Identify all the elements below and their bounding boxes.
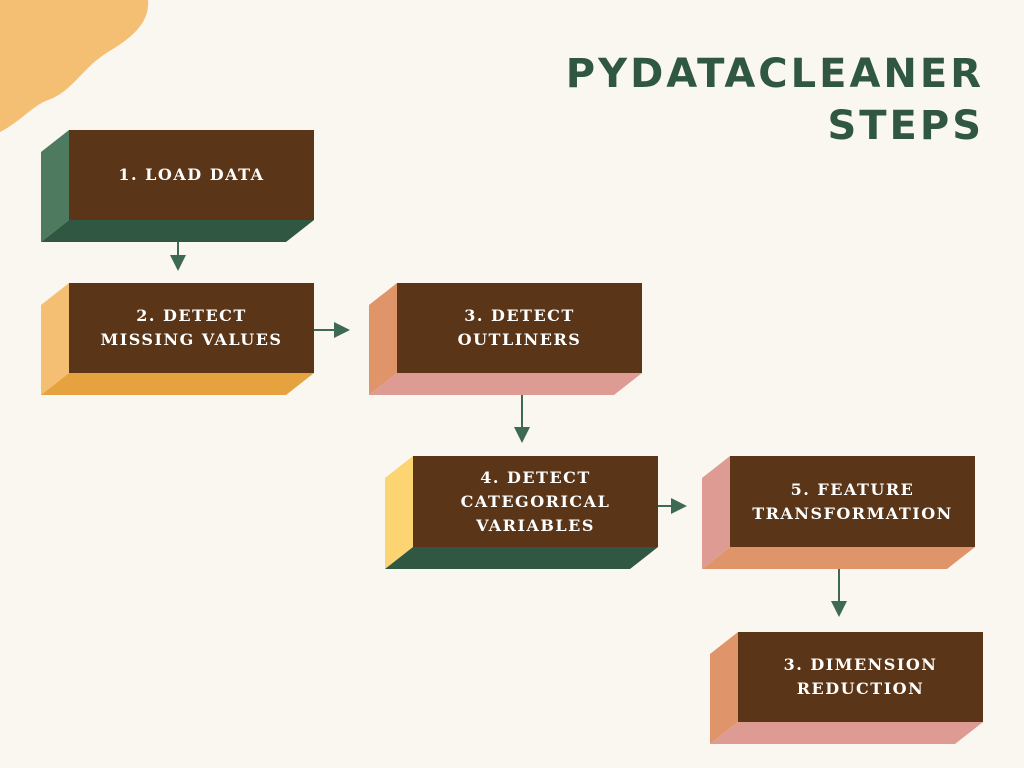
step-4-line-3: VARIABLES — [476, 515, 595, 535]
step-5-bottom — [702, 547, 975, 569]
step-3-bottom — [369, 373, 642, 395]
page-title: PYDATACLEANER STEPS — [566, 48, 984, 152]
step-6-side — [710, 632, 738, 744]
step-5-side — [702, 456, 730, 569]
step-5-line-1: 5. FEATURE — [790, 479, 915, 499]
step-1-bottom — [41, 220, 314, 242]
step-3-line-2: OUTLINERS — [457, 330, 582, 349]
step-2-bottom — [41, 373, 314, 395]
step-box-6 — [710, 632, 983, 744]
step-1-side — [41, 130, 69, 242]
step-4-line-1: 4. DETECT — [480, 467, 591, 487]
step-2-line-1: 2. DETECT — [136, 306, 247, 325]
step-6-line-1: 3. DIMENSION — [783, 655, 938, 674]
title-line-1: PYDATACLEANER — [565, 51, 984, 97]
step-label-2: 2. DETECT MISSING VALUES — [69, 283, 314, 373]
step-1-front — [69, 130, 314, 220]
step-label-3: 3. DETECT OUTLINERS — [397, 283, 642, 373]
step-label-5: 5. FEATURE TRANSFORMATION — [730, 456, 975, 547]
step-label-6: 3. DIMENSION REDUCTION — [738, 632, 983, 722]
step-box-1 — [41, 130, 314, 242]
step-4-line-2: CATEGORICAL — [460, 491, 611, 511]
step-3-line-1: 3. DETECT — [464, 306, 575, 325]
step-box-5 — [702, 456, 975, 569]
step-label-4: 4. DETECT CATEGORICAL VARIABLES — [413, 456, 658, 547]
step-5-line-2: TRANSFORMATION — [752, 503, 953, 523]
step-box-3 — [369, 283, 642, 395]
step-2-side — [41, 283, 69, 395]
step-4-side — [385, 456, 413, 569]
step-3-side — [369, 283, 397, 395]
step-1-line-1: 1. LOAD DATA — [118, 165, 265, 184]
step-4-front — [413, 456, 658, 547]
title-line-2: STEPS — [827, 103, 984, 149]
step-3-front — [397, 283, 642, 373]
step-4-bottom — [385, 547, 658, 569]
step-6-line-2: REDUCTION — [796, 679, 925, 698]
step-2-line-2: MISSING VALUES — [100, 330, 283, 349]
step-6-bottom — [710, 722, 983, 744]
step-6-front — [738, 632, 983, 722]
decorative-blob — [0, 0, 149, 132]
step-2-front — [69, 283, 314, 373]
step-box-4 — [385, 456, 658, 569]
step-label-1: 1. LOAD DATA — [69, 130, 314, 220]
step-5-front — [730, 456, 975, 547]
step-box-2 — [41, 283, 314, 395]
